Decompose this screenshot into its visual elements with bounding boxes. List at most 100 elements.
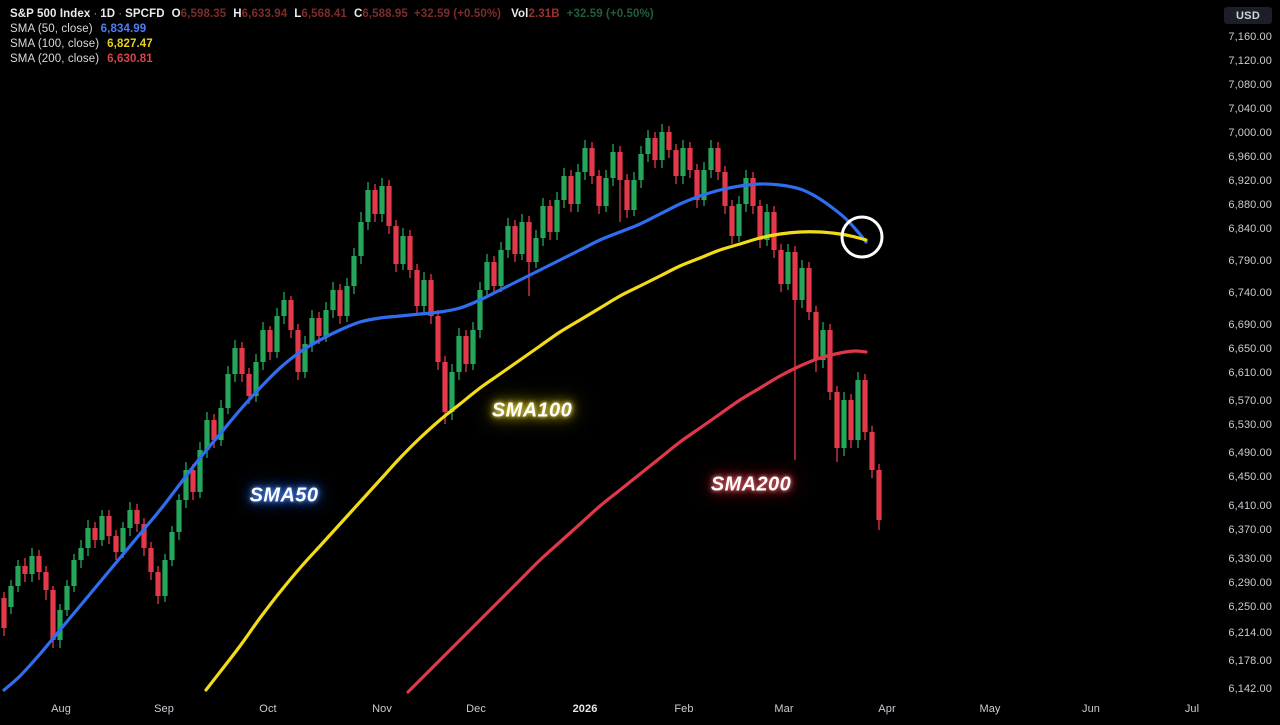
candlestick bbox=[827, 324, 833, 400]
price-tick: 6,920.00 bbox=[1228, 175, 1272, 187]
candlestick bbox=[204, 412, 210, 458]
candlestick bbox=[540, 198, 546, 246]
candlestick bbox=[148, 542, 154, 580]
time-tick: Dec bbox=[466, 703, 486, 715]
candlestick bbox=[505, 218, 511, 258]
candlestick bbox=[582, 140, 588, 180]
candlestick bbox=[358, 212, 364, 264]
candlestick bbox=[512, 220, 518, 262]
price-tick: 6,610.00 bbox=[1228, 367, 1272, 379]
candlestick bbox=[29, 548, 35, 582]
price-tick: 6,840.00 bbox=[1228, 223, 1272, 235]
candlestick bbox=[141, 518, 147, 556]
candlestick bbox=[806, 262, 812, 320]
candlestick bbox=[239, 342, 245, 382]
time-tick: Aug bbox=[51, 703, 71, 715]
candlestick bbox=[834, 386, 840, 462]
candlestick bbox=[449, 364, 455, 420]
indicator-row-sma200[interactable]: SMA (200, close) 6,630.81 bbox=[10, 52, 654, 67]
price-tick: 6,790.00 bbox=[1228, 255, 1272, 267]
time-tick: Sep bbox=[154, 703, 174, 715]
candlestick bbox=[771, 206, 777, 258]
candlestick bbox=[183, 462, 189, 508]
candlestick bbox=[666, 126, 672, 158]
candlestick bbox=[624, 174, 630, 218]
candlestick bbox=[715, 142, 721, 180]
price-tick: 6,410.00 bbox=[1228, 500, 1272, 512]
candlestick bbox=[246, 368, 252, 404]
candlestick bbox=[673, 144, 679, 184]
candlestick bbox=[64, 580, 70, 616]
price-axis[interactable]: USD 7,160.00 7,120.00 7,080.00 7,040.00 7,00… bbox=[1218, 0, 1280, 725]
currency-badge[interactable]: USD bbox=[1224, 7, 1272, 24]
price-tick: 6,650.00 bbox=[1228, 343, 1272, 355]
volume-value: 2.31B bbox=[528, 8, 560, 20]
volume-key: Vol bbox=[511, 8, 529, 20]
price-tick: 6,370.00 bbox=[1228, 524, 1272, 536]
candlestick bbox=[638, 146, 644, 188]
candlestick bbox=[736, 196, 742, 242]
candlestick bbox=[799, 260, 805, 308]
candlestick bbox=[442, 356, 448, 424]
legend-separator-1: · bbox=[93, 8, 98, 20]
candlestick bbox=[92, 522, 98, 548]
high-value: 6,633.94 bbox=[241, 8, 288, 20]
candlestick bbox=[470, 322, 476, 370]
candlestick bbox=[1, 592, 7, 636]
candlestick bbox=[127, 502, 133, 536]
candlestick bbox=[169, 526, 175, 566]
candlestick bbox=[813, 306, 819, 372]
price-tick: 7,000.00 bbox=[1228, 127, 1272, 139]
candlestick bbox=[344, 278, 350, 322]
candlestick bbox=[631, 172, 637, 216]
candlestick bbox=[701, 162, 707, 206]
time-tick: Oct bbox=[259, 703, 277, 715]
candlestick bbox=[876, 464, 882, 530]
candlestick bbox=[547, 200, 553, 240]
sma50-label: SMA (50, close) bbox=[10, 23, 93, 35]
price-tick: 6,530.00 bbox=[1228, 419, 1272, 431]
candlestick bbox=[414, 264, 420, 314]
candlestick bbox=[568, 170, 574, 212]
candlestick bbox=[36, 550, 42, 580]
interval-label: 1D bbox=[100, 8, 116, 20]
candlestick bbox=[288, 296, 294, 338]
sma50-value: 6,834.99 bbox=[100, 23, 147, 35]
candlestick bbox=[498, 242, 504, 292]
time-axis[interactable]: Aug Sep Oct Nov Dec 2026 Feb Mar Apr May Jun Jul bbox=[0, 699, 1280, 725]
candlestick bbox=[680, 140, 686, 184]
candlestick bbox=[785, 244, 791, 290]
indicator-row-sma100[interactable]: SMA (100, close) 6,827.47 bbox=[10, 37, 654, 52]
exchange-label: SPCFD bbox=[125, 8, 165, 20]
price-change: +32.59 (+0.50%) bbox=[413, 8, 502, 20]
candlestick bbox=[526, 216, 532, 296]
candlestick bbox=[309, 310, 315, 352]
candlestick bbox=[848, 394, 854, 448]
candlestick bbox=[645, 130, 651, 162]
price-tick: 6,178.00 bbox=[1228, 655, 1272, 667]
candlestick bbox=[43, 566, 49, 600]
candlestick bbox=[393, 220, 399, 272]
candlestick bbox=[435, 310, 441, 370]
candlestick bbox=[428, 274, 434, 324]
sma100-annotation: SMA100 bbox=[491, 399, 573, 422]
candlestick bbox=[232, 340, 238, 382]
open-value: 6,598.35 bbox=[180, 8, 227, 20]
candlestick bbox=[197, 442, 203, 498]
sma100-label: SMA (100, close) bbox=[10, 38, 100, 50]
candlestick bbox=[22, 558, 28, 582]
time-tick: May bbox=[979, 703, 1001, 715]
candlestick bbox=[554, 192, 560, 240]
candlestick bbox=[211, 414, 217, 448]
symbol-row[interactable]: S&P 500 Index · 1D · SPCFD O 6,598.35 H … bbox=[10, 7, 654, 22]
price-tick: 6,330.00 bbox=[1228, 553, 1272, 565]
candlestick bbox=[841, 392, 847, 456]
indicator-row-sma50[interactable]: SMA (50, close) 6,834.99 bbox=[10, 22, 654, 37]
candlestick bbox=[260, 322, 266, 370]
candlestick bbox=[750, 172, 756, 214]
candlestick bbox=[708, 140, 714, 178]
price-tick: 7,080.00 bbox=[1228, 79, 1272, 91]
candlestick bbox=[365, 182, 371, 230]
